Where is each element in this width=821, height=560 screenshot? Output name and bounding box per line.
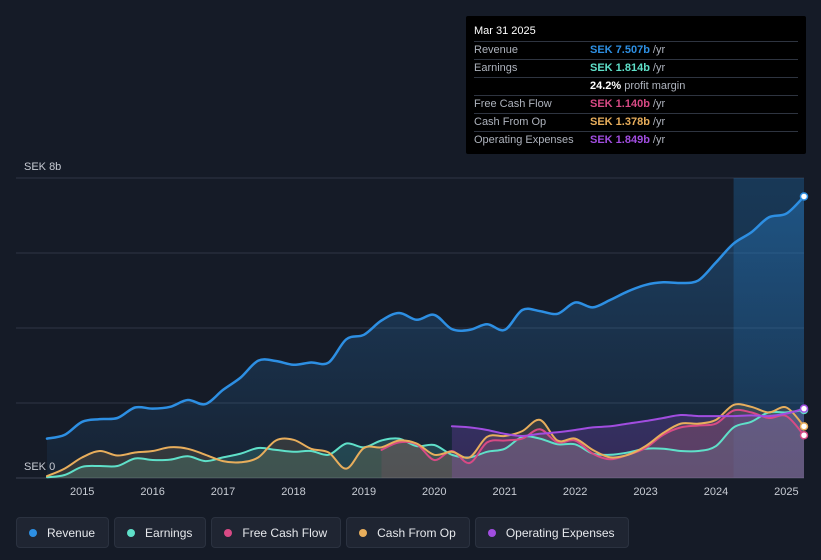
tooltip-row-free-cash-flow: Free Cash Flow SEK 1.140b /yr [474, 96, 798, 114]
legend-label: Operating Expenses [505, 525, 615, 540]
x-tick-label: 2016 [140, 486, 164, 498]
legend-item-operating-expenses[interactable]: Operating Expenses [474, 517, 629, 548]
x-tick-label: 2022 [563, 486, 587, 498]
legend-label: Cash From Op [377, 525, 456, 540]
legend-dot-icon [359, 528, 368, 537]
x-tick-label: 2019 [352, 486, 376, 498]
tooltip-label: Earnings [474, 62, 518, 74]
tooltip-row-earnings: Earnings SEK 1.814b /yr [474, 60, 798, 78]
legend-label: Free Cash Flow [242, 525, 328, 540]
tooltip-value: SEK 1.378b [590, 116, 650, 128]
x-tick-label: 2017 [211, 486, 235, 498]
earnings-area [47, 410, 804, 478]
revenue-end-marker [799, 192, 809, 201]
tooltip-row-cash-from-op: Cash From Op SEK 1.378b /yr [474, 114, 798, 132]
legend-label: Revenue [47, 525, 96, 540]
legend-label: Earnings [145, 525, 193, 540]
earnings-line [46, 409, 805, 479]
legend-dot-icon [127, 528, 136, 537]
x-tick-label: 2025 [774, 486, 798, 498]
free-cash-flow-area [381, 409, 804, 478]
y-axis-bottom-label: SEK 0 [24, 461, 55, 473]
tooltip-date: Mar 31 2025 [474, 24, 798, 42]
cash-from-op-line [46, 403, 805, 478]
series-end-markers [799, 192, 809, 440]
tooltip-row-operating-expenses: Operating Expenses SEK 1.849b /yr [474, 132, 798, 149]
tooltip-value: SEK 1.814b [590, 62, 650, 74]
operating-expenses-area [451, 408, 804, 478]
x-tick-label: 2021 [492, 486, 516, 498]
x-axis-ticks: 2015 2016 2017 2018 2019 2020 2021 2022 2023 2024… [70, 486, 799, 498]
legend-item-earnings[interactable]: Earnings [114, 517, 207, 548]
series-lines [45, 195, 806, 479]
legend-item-free-cash-flow[interactable]: Free Cash Flow [211, 517, 342, 548]
tooltip-value: SEK 7.507b [590, 44, 650, 56]
tooltip-value: 24.2% [590, 80, 622, 92]
legend-item-cash-from-op[interactable]: Cash From Op [346, 517, 470, 548]
tooltip-unit: /yr [652, 134, 666, 146]
tooltip-unit: /yr [652, 116, 666, 128]
tooltip-row-revenue: Revenue SEK 7.507b /yr [474, 42, 798, 60]
tooltip-value: SEK 1.849b [590, 134, 650, 146]
legend-item-revenue[interactable]: Revenue [16, 517, 110, 548]
x-tick-label: 2023 [633, 486, 657, 498]
cash-from-op-end-marker [799, 422, 809, 431]
operating-expenses-line [450, 407, 805, 437]
tooltip-unit: /yr [652, 44, 666, 56]
legend: Revenue Earnings Free Cash Flow Cash Fro… [16, 517, 629, 548]
tooltip: Mar 31 2025 Revenue SEK 7.507b /yr Earni… [466, 16, 806, 154]
y-axis-top-label: SEK 8b [24, 161, 61, 173]
series-areas [47, 196, 804, 478]
tooltip-label: Operating Expenses [474, 134, 574, 146]
free-cash-flow-end-marker [799, 431, 809, 440]
tooltip-label: Cash From Op [474, 116, 547, 128]
legend-dot-icon [29, 528, 37, 537]
tooltip-unit: profit margin [624, 80, 686, 92]
legend-dot-icon [224, 528, 233, 537]
tooltip-label: Free Cash Flow [474, 98, 552, 110]
tooltip-value: SEK 1.140b [590, 98, 650, 110]
tooltip-unit: /yr [652, 62, 666, 74]
tooltip-unit: /yr [652, 98, 666, 110]
tooltip-row-profit-margin: 24.2% profit margin [474, 78, 798, 96]
revenue-area [47, 196, 804, 478]
tooltip-label [474, 78, 590, 95]
x-tick-label: 2020 [422, 486, 446, 498]
revenue-line [45, 195, 806, 440]
x-tick-label: 2018 [281, 486, 305, 498]
operating-expenses-end-marker [799, 404, 809, 413]
x-tick-label: 2024 [704, 486, 728, 498]
tooltip-label: Revenue [474, 44, 519, 56]
legend-dot-icon [487, 528, 496, 537]
x-tick-label: 2015 [70, 486, 94, 498]
